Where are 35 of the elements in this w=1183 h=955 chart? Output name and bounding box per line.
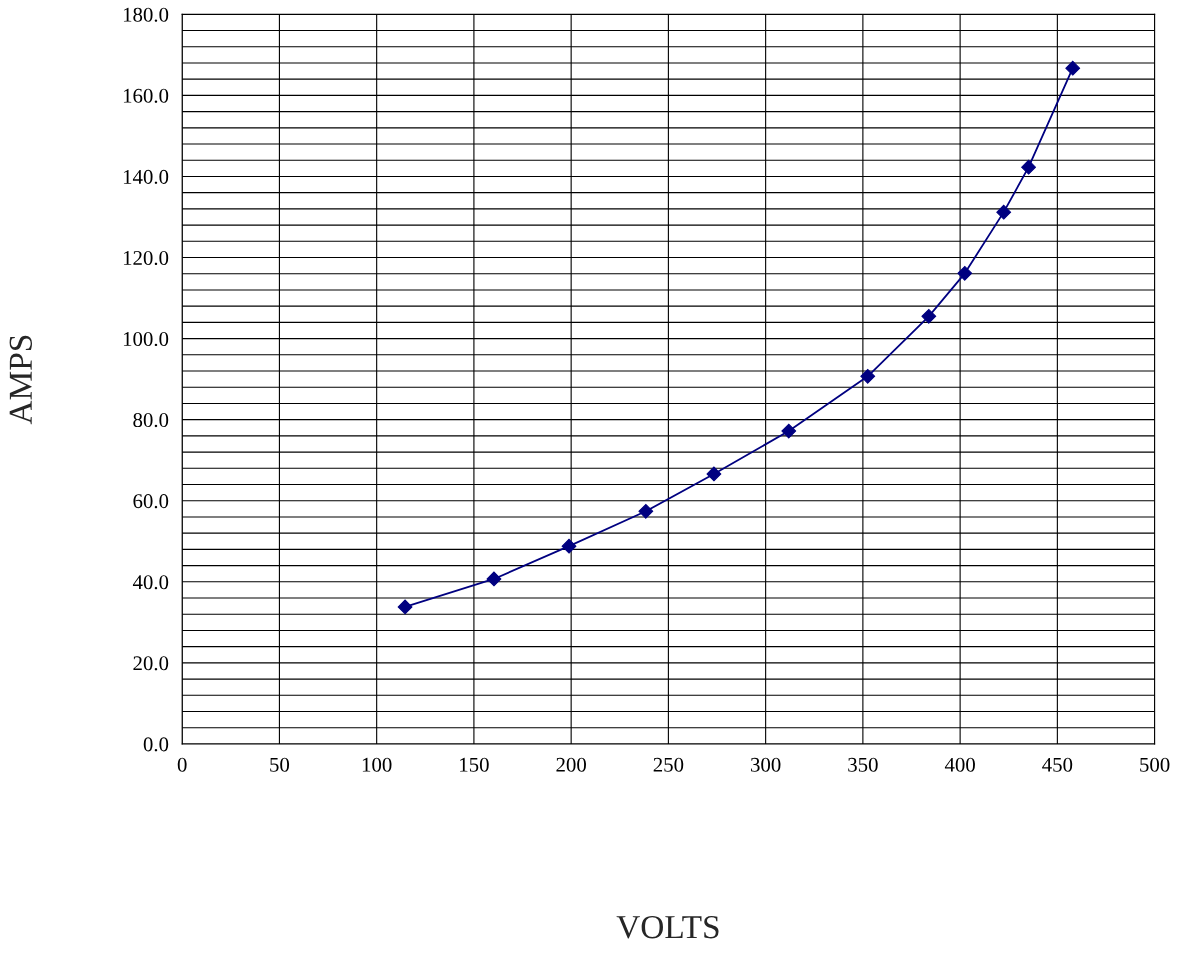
point bbox=[921, 308, 937, 324]
y-tick-label: 0.0 bbox=[143, 737, 169, 752]
x-tick-label: 500 bbox=[1140, 757, 1170, 772]
x-tick-label: 350 bbox=[848, 757, 878, 772]
point bbox=[706, 466, 722, 482]
x-tick-label: 300 bbox=[751, 757, 781, 772]
point bbox=[860, 368, 876, 384]
x-tick-label: 150 bbox=[460, 757, 489, 772]
y-tick-label: 20.0 bbox=[133, 656, 169, 671]
point bbox=[486, 571, 502, 587]
x-tick-label: 450 bbox=[1042, 757, 1073, 772]
y-tick-label: 60.0 bbox=[133, 494, 169, 509]
x-axis-title: VOLTS bbox=[616, 915, 719, 939]
point bbox=[397, 599, 413, 615]
point bbox=[561, 538, 577, 554]
x-tick-label: 100 bbox=[362, 757, 392, 772]
point bbox=[638, 503, 654, 519]
point bbox=[1021, 159, 1036, 175]
x-tick-label: 50 bbox=[270, 757, 290, 772]
y-tick-label: 160.0 bbox=[123, 88, 169, 103]
point bbox=[957, 265, 973, 281]
point bbox=[781, 423, 797, 439]
y-tick-label: 180.0 bbox=[123, 7, 169, 22]
y-axis-title: AMPS bbox=[9, 335, 33, 425]
y-tick-label: 100.0 bbox=[123, 331, 169, 347]
y-tick-label: 120.0 bbox=[123, 250, 169, 266]
y-tick-label: 80.0 bbox=[133, 413, 169, 428]
point bbox=[1065, 60, 1081, 76]
x-tick-label: 0 bbox=[177, 757, 187, 772]
x-tick-label: 200 bbox=[556, 757, 586, 772]
point bbox=[996, 204, 1012, 220]
y-tick-label: 40.0 bbox=[132, 575, 169, 590]
x-tick-label: 400 bbox=[944, 757, 975, 772]
x-tick-label: 250 bbox=[653, 757, 684, 772]
y-tick-label: 140.0 bbox=[123, 169, 169, 184]
